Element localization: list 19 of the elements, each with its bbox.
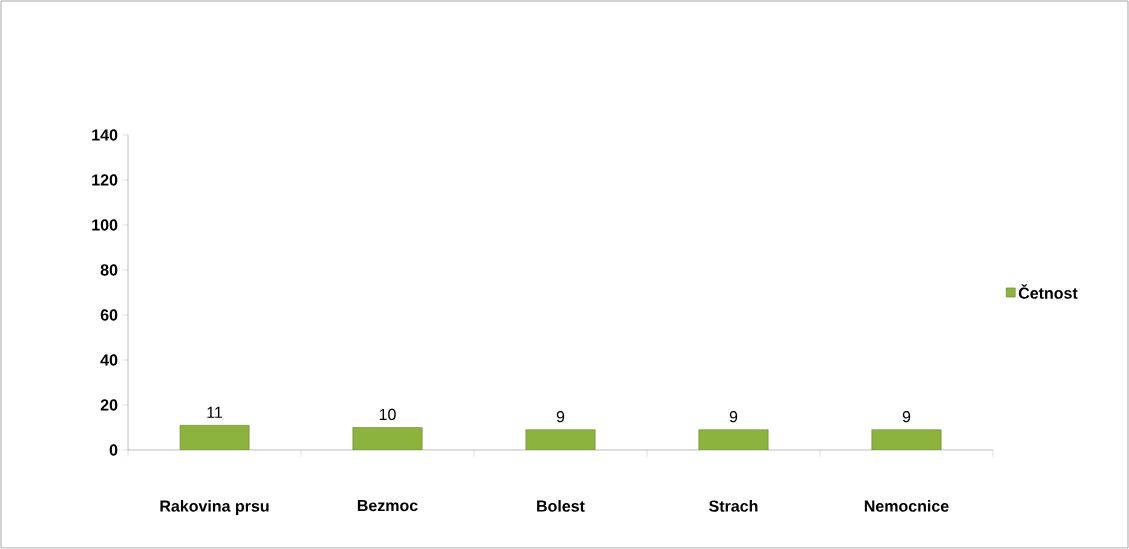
data-label: 11 [207, 406, 223, 418]
x-tick-label: Bolest [537, 500, 585, 512]
x-tick-label: Bezmoc [357, 500, 418, 512]
data-label: 9 [902, 411, 911, 423]
x-tick-label: Rakovina prsu [160, 500, 269, 515]
y-tick-label: 140 [92, 129, 118, 141]
x-tick-label: Strach [709, 500, 758, 512]
legend-label: Četnost [1018, 284, 1078, 299]
y-tick-label: 120 [92, 174, 118, 186]
y-tick-label: 20 [100, 399, 118, 411]
data-label: 9 [556, 411, 565, 423]
y-tick-label: 80 [100, 264, 118, 276]
y-tick-label: 40 [100, 354, 118, 366]
x-tick-label: Nemocnice [864, 500, 949, 512]
data-label: 10 [379, 408, 396, 421]
y-tick-label: 60 [100, 309, 118, 321]
y-tick-label: 100 [92, 219, 118, 231]
data-label: 9 [729, 411, 738, 423]
y-tick-label: 0 [109, 444, 118, 456]
